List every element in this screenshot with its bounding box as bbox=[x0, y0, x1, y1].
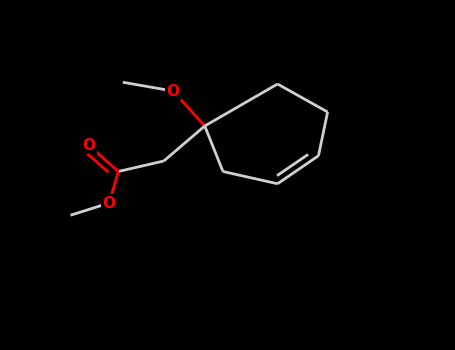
Text: O: O bbox=[167, 84, 179, 98]
Text: O: O bbox=[103, 196, 116, 210]
Text: O: O bbox=[82, 138, 95, 153]
